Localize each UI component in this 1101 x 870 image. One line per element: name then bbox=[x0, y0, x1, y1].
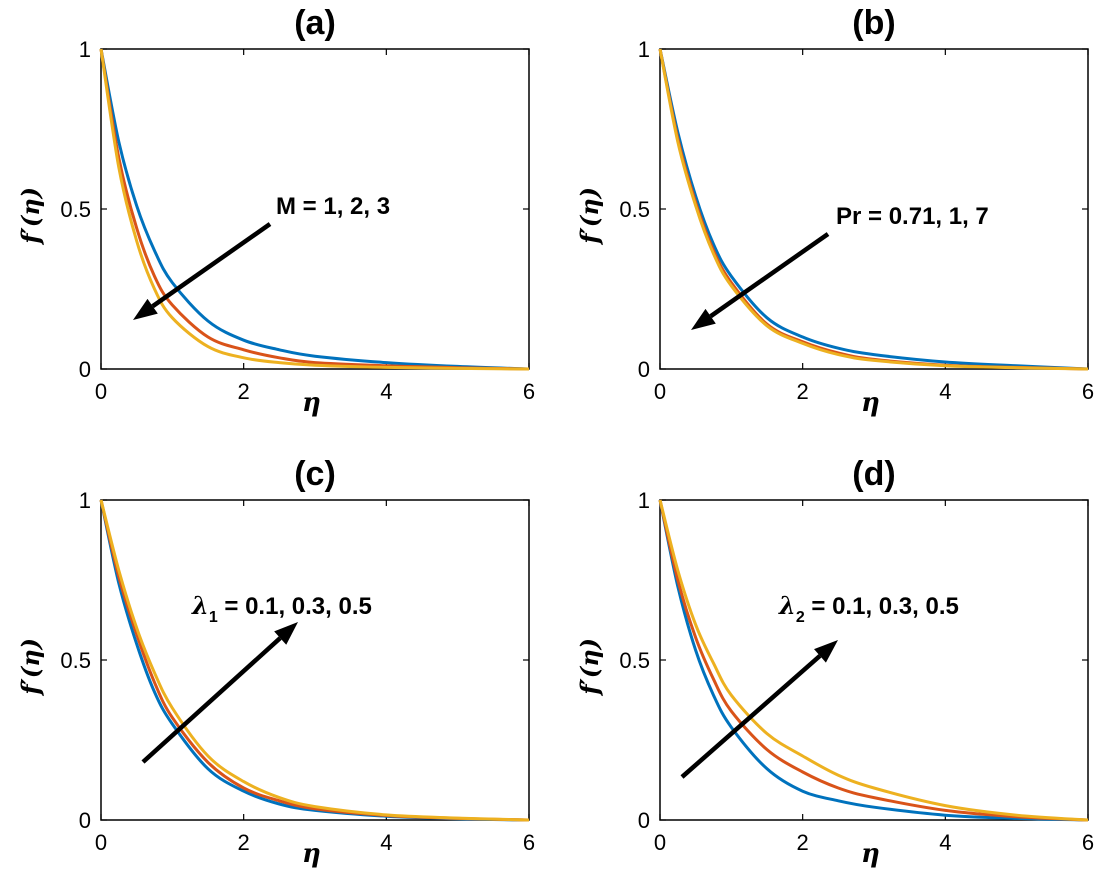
trend-arrow-shaft bbox=[709, 232, 830, 319]
x-tick-label: 0 bbox=[95, 830, 107, 855]
series-line-1 bbox=[658, 48, 1089, 371]
series-line-1 bbox=[99, 48, 530, 371]
chart-title: (c) bbox=[294, 455, 336, 493]
parameter-annotation: Pr = 0.71, 1, 7 bbox=[836, 203, 989, 230]
series-line-3 bbox=[658, 48, 1089, 371]
plot-frame bbox=[100, 499, 530, 821]
plot-frame bbox=[659, 499, 1089, 821]
series-line-1 bbox=[99, 499, 530, 822]
x-tick-label: 6 bbox=[523, 830, 535, 855]
parameter-annotation: λ1 = 0.1, 0.3, 0.5 bbox=[191, 591, 372, 626]
x-tick-label: 0 bbox=[95, 379, 107, 404]
y-tick-label: 0.5 bbox=[60, 648, 91, 673]
y-tick-label: 0 bbox=[79, 357, 91, 382]
chart-panel-b: (b) 0 2 4 6 0 0.5 1 η f′(η) Pr = 0.71, 1, 7 bbox=[575, 4, 1094, 418]
trend-arrow-head bbox=[274, 622, 298, 645]
series-line-2 bbox=[658, 499, 1089, 822]
trend-arrow-shaft bbox=[151, 222, 272, 309]
trend-arrow-head bbox=[814, 640, 838, 663]
x-tick-label: 2 bbox=[797, 830, 809, 855]
x-axis-label: η bbox=[861, 839, 880, 869]
y-tick-label: 0 bbox=[638, 357, 650, 382]
chart-title: (b) bbox=[852, 4, 895, 42]
x-tick-label: 2 bbox=[238, 379, 250, 404]
chart-title: (d) bbox=[852, 455, 895, 493]
x-tick-label: 6 bbox=[1082, 830, 1094, 855]
series-line-3 bbox=[658, 499, 1089, 822]
x-tick-label: 4 bbox=[380, 830, 392, 855]
y-axis-label: f′(η) bbox=[16, 638, 45, 697]
trend-arrow-head bbox=[691, 308, 716, 330]
y-tick-label: 1 bbox=[638, 488, 650, 513]
y-axis-label: f′(η) bbox=[16, 187, 45, 246]
chart-panel-c: (c) 0 2 4 6 0 0.5 1 η f′(η) λ1 = 0.1, 0.3, 0.5 bbox=[16, 455, 535, 869]
parameter-annotation: λ2 = 0.1, 0.3, 0.5 bbox=[778, 591, 959, 626]
y-axis-label: f′(η) bbox=[575, 187, 604, 246]
y-axis-label: f′(η) bbox=[575, 638, 604, 697]
series-line-2 bbox=[99, 499, 530, 822]
chart-title: (a) bbox=[294, 4, 336, 42]
trend-arrow-head bbox=[133, 298, 158, 320]
y-tick-label: 1 bbox=[79, 37, 91, 62]
series-line-3 bbox=[99, 499, 530, 822]
y-tick-label: 0.5 bbox=[619, 197, 650, 222]
x-tick-label: 0 bbox=[654, 830, 666, 855]
y-tick-label: 0.5 bbox=[619, 648, 650, 673]
x-tick-label: 4 bbox=[939, 379, 951, 404]
trend-arrow-shaft bbox=[141, 636, 282, 764]
y-tick-label: 0 bbox=[79, 808, 91, 833]
x-axis-label: η bbox=[302, 839, 321, 869]
chart-panel-d: (d) 0 2 4 6 0 0.5 1 η f′(η) λ2 = 0.1, 0.3, 0.5 bbox=[575, 455, 1094, 869]
y-tick-label: 0 bbox=[638, 808, 650, 833]
x-tick-label: 6 bbox=[523, 379, 535, 404]
parameter-annotation: M = 1, 2, 3 bbox=[276, 193, 390, 220]
series-line-3 bbox=[99, 48, 530, 371]
x-axis-label: η bbox=[302, 388, 321, 418]
y-tick-label: 0.5 bbox=[60, 197, 91, 222]
trend-arrow-shaft bbox=[680, 654, 822, 779]
x-tick-label: 0 bbox=[654, 379, 666, 404]
x-axis-label: η bbox=[861, 388, 880, 418]
x-tick-label: 4 bbox=[380, 379, 392, 404]
y-tick-label: 1 bbox=[638, 37, 650, 62]
x-tick-label: 2 bbox=[238, 830, 250, 855]
x-tick-label: 4 bbox=[939, 830, 951, 855]
x-tick-label: 2 bbox=[797, 379, 809, 404]
chart-panel-a: (a) 0 2 4 6 0 0.5 1 η f′(η) M = 1, 2, 3 bbox=[16, 4, 535, 418]
series-line-1 bbox=[658, 499, 1089, 822]
x-tick-label: 6 bbox=[1082, 379, 1094, 404]
y-tick-label: 1 bbox=[79, 488, 91, 513]
